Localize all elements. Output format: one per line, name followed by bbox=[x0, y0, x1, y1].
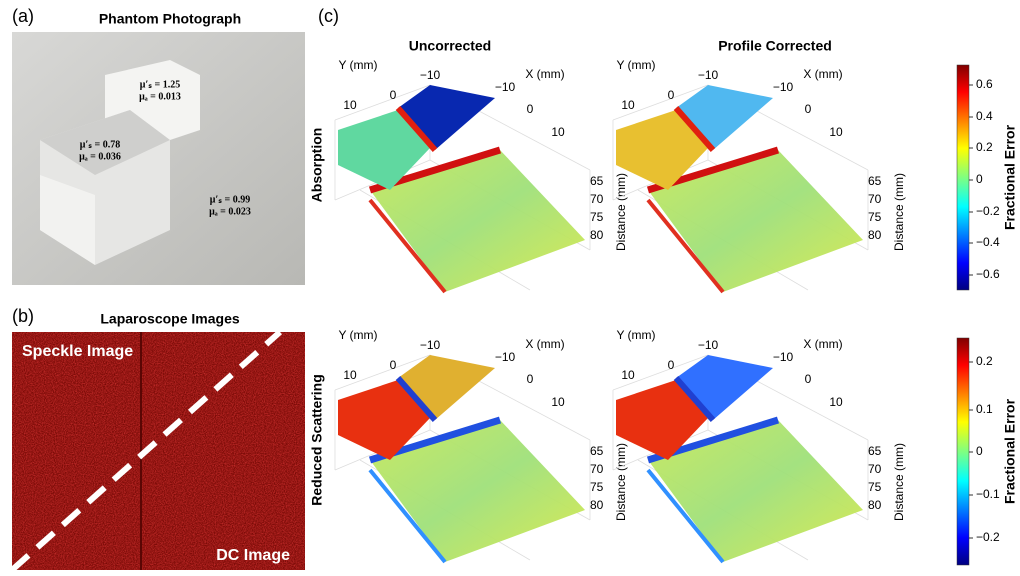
axis-label: X (mm) bbox=[525, 67, 564, 81]
column-title: Profile Corrected bbox=[718, 38, 832, 54]
tick-label: 0 bbox=[668, 88, 675, 102]
tick-label: −10 bbox=[495, 80, 516, 94]
tick-label: 10 bbox=[621, 98, 635, 112]
tick-label: 80 bbox=[590, 228, 604, 242]
block-label: μₐ = 0.036 bbox=[79, 151, 121, 162]
tick-label: 70 bbox=[868, 192, 882, 206]
tick-label: 0 bbox=[976, 172, 983, 186]
axis-label: Distance (mm) bbox=[892, 173, 906, 251]
axis-label: X (mm) bbox=[803, 337, 842, 351]
panel-label: (a) bbox=[12, 6, 34, 26]
block-label: μₐ = 0.013 bbox=[139, 91, 181, 102]
surface-plot: Y (mm) 10 0 −10 X (mm) −10 0 10 65 70 75 80 Distance… bbox=[335, 328, 628, 562]
tick-label: −10 bbox=[698, 338, 719, 352]
tick-label: 10 bbox=[551, 125, 565, 139]
tick-label: 10 bbox=[829, 125, 843, 139]
figure: (a) Phantom Photograph μ′ₛ = 1.25 μₐ = 0… bbox=[0, 0, 1020, 571]
tick-label: 65 bbox=[868, 444, 882, 458]
tick-label: 0.2 bbox=[976, 354, 993, 368]
axis-label: Distance (mm) bbox=[614, 173, 628, 251]
panel-title: Phantom Photograph bbox=[99, 11, 241, 27]
surface-plot: Y (mm) 10 0 −10 X (mm) −10 0 10 65 70 75 80 Distance… bbox=[335, 58, 628, 292]
tick-label: 10 bbox=[343, 98, 357, 112]
tick-label: 70 bbox=[868, 462, 882, 476]
tick-label: −0.2 bbox=[976, 204, 1000, 218]
tick-label: −10 bbox=[773, 80, 794, 94]
colorbar-label: Fractional Error bbox=[1002, 398, 1018, 504]
tick-label: 65 bbox=[590, 174, 604, 188]
image-label: Speckle Image bbox=[22, 343, 133, 360]
tick-label: −10 bbox=[420, 338, 441, 352]
block-label: μ′ₛ = 0.99 bbox=[210, 194, 250, 205]
tick-label: 65 bbox=[590, 444, 604, 458]
axis-label: Y (mm) bbox=[338, 58, 377, 72]
block-label: μ′ₛ = 1.25 bbox=[140, 79, 180, 90]
laparoscope-image bbox=[12, 332, 305, 570]
image-label: DC Image bbox=[216, 547, 290, 564]
tick-label: 65 bbox=[868, 174, 882, 188]
tick-label: 10 bbox=[829, 395, 843, 409]
tick-label: 0 bbox=[527, 102, 534, 116]
tick-label: 10 bbox=[343, 368, 357, 382]
tick-label: 0 bbox=[668, 358, 675, 372]
tick-label: 0 bbox=[976, 444, 983, 458]
colorbar bbox=[957, 65, 969, 290]
tick-label: 0.1 bbox=[976, 402, 993, 416]
tick-label: 0 bbox=[527, 372, 534, 386]
tick-label: −0.4 bbox=[976, 235, 1000, 249]
axis-label: Distance (mm) bbox=[614, 443, 628, 521]
tick-label: 80 bbox=[590, 498, 604, 512]
colorbar-label: Fractional Error bbox=[1002, 124, 1018, 230]
axis-label: Y (mm) bbox=[616, 328, 655, 342]
row-title: Absorption bbox=[309, 128, 325, 203]
column-title: Uncorrected bbox=[409, 38, 491, 54]
tick-label: 0 bbox=[805, 372, 812, 386]
tick-label: 0.4 bbox=[976, 109, 993, 123]
axis-label: X (mm) bbox=[803, 67, 842, 81]
panel-label: (c) bbox=[318, 6, 339, 26]
axis-label: Y (mm) bbox=[616, 58, 655, 72]
panel-title: Laparoscope Images bbox=[100, 311, 239, 327]
tick-label: −10 bbox=[698, 68, 719, 82]
tick-label: 0.6 bbox=[976, 77, 993, 91]
tick-label: 10 bbox=[551, 395, 565, 409]
block-label: μₐ = 0.023 bbox=[209, 206, 251, 217]
tick-label: 0.2 bbox=[976, 140, 993, 154]
surface-plot: Y (mm) 10 0 −10 X (mm) −10 0 10 65 70 75 80 Distance… bbox=[613, 58, 906, 292]
colorbar bbox=[957, 338, 969, 565]
tick-label: −10 bbox=[420, 68, 441, 82]
axis-label: Distance (mm) bbox=[892, 443, 906, 521]
tick-label: −0.1 bbox=[976, 487, 1000, 501]
axis-label: Y (mm) bbox=[338, 328, 377, 342]
tick-label: 75 bbox=[868, 480, 882, 494]
tick-label: 70 bbox=[590, 192, 604, 206]
tick-label: 75 bbox=[590, 210, 604, 224]
tick-label: 80 bbox=[868, 498, 882, 512]
axis-label: X (mm) bbox=[525, 337, 564, 351]
row-title: Reduced Scattering bbox=[309, 374, 325, 505]
tick-label: 80 bbox=[868, 228, 882, 242]
tick-label: 70 bbox=[590, 462, 604, 476]
tick-label: 75 bbox=[868, 210, 882, 224]
tick-label: 10 bbox=[621, 368, 635, 382]
tick-label: 75 bbox=[590, 480, 604, 494]
surface-plot: Y (mm) 10 0 −10 X (mm) −10 0 10 65 70 75 80 Distance… bbox=[613, 328, 906, 562]
tick-label: 0 bbox=[390, 88, 397, 102]
tick-label: −0.2 bbox=[976, 530, 1000, 544]
tick-label: −0.6 bbox=[976, 267, 1000, 281]
tick-label: −10 bbox=[495, 350, 516, 364]
tick-label: 0 bbox=[805, 102, 812, 116]
panel-label: (b) bbox=[12, 306, 34, 326]
tick-label: 0 bbox=[390, 358, 397, 372]
block-label: μ′ₛ = 0.78 bbox=[80, 139, 120, 150]
tick-label: −10 bbox=[773, 350, 794, 364]
